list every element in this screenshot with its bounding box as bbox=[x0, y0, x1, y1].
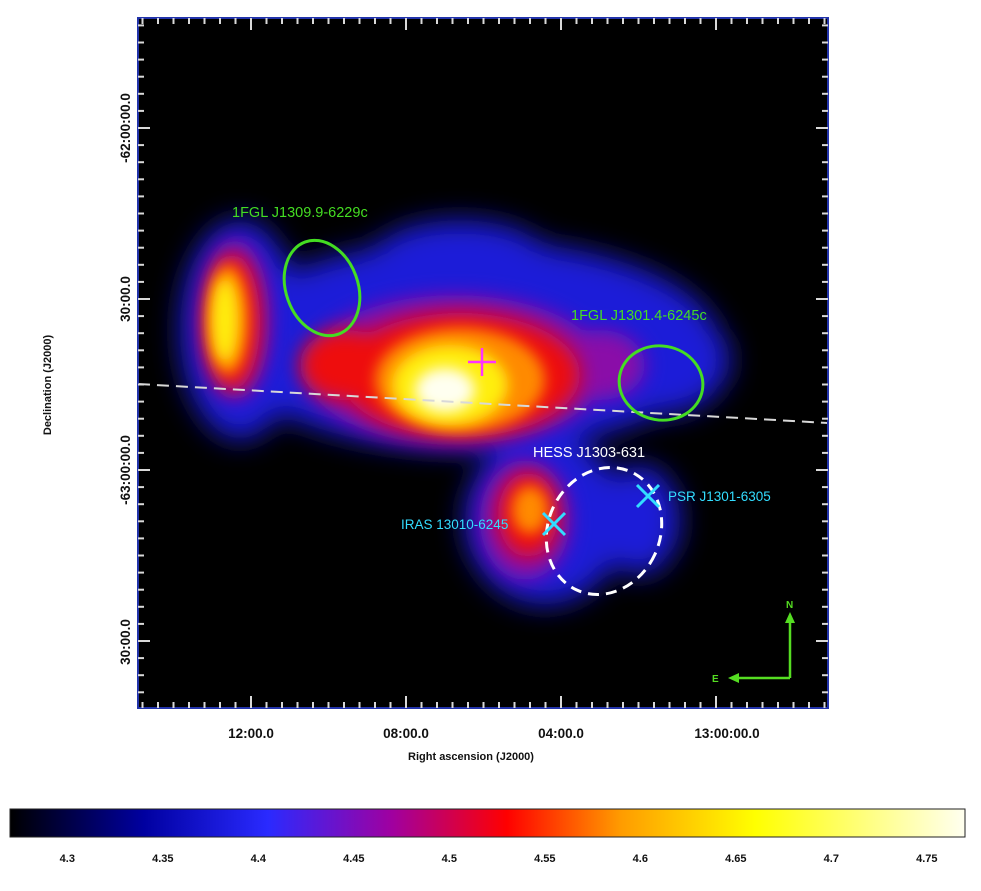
significance-map bbox=[138, 220, 828, 683]
iras-x-marker bbox=[541, 511, 567, 537]
compass bbox=[728, 612, 795, 683]
hess-ellipse bbox=[544, 466, 664, 596]
label-psr: PSR J1301-6305 bbox=[668, 489, 771, 504]
x-tick-label: 04:00.0 bbox=[538, 726, 584, 741]
map-panel: 1FGL J1309.9-6229c 1FGL J1301.4-6245c HE… bbox=[137, 17, 829, 709]
x-axis-label: Right ascension (J2000) bbox=[408, 751, 534, 763]
label-1fgl-j1301: 1FGL J1301.4-6245c bbox=[571, 308, 707, 324]
colorbar-tick-label: 4.45 bbox=[343, 853, 364, 865]
y-tick-labels: -62:00:00.0 30:00.0 -63:00:00.0 30:00.0 bbox=[118, 93, 133, 665]
label-1fgl-j1309: 1FGL J1309.9-6229c bbox=[232, 205, 368, 221]
x-tick-labels: 12:00.0 08:00.0 04:00.0 13:00:00.0 bbox=[228, 726, 760, 741]
y-tick-label: 30:00.0 bbox=[118, 276, 133, 322]
y-axis-label: Declination (J2000) bbox=[42, 335, 54, 436]
colorbar-tick-label: 4.4 bbox=[251, 853, 267, 865]
galactic-plane-line bbox=[138, 383, 828, 424]
fermi-ellipse-j1301 bbox=[617, 344, 705, 422]
y-tick-label: -62:00:00.0 bbox=[118, 93, 133, 163]
colorbar-tick-label: 4.7 bbox=[824, 853, 839, 865]
x-tick-label: 08:00.0 bbox=[383, 726, 429, 741]
fermi-ellipse-j1309 bbox=[282, 238, 362, 338]
label-hess: HESS J1303-631 bbox=[533, 445, 645, 461]
peak-core bbox=[415, 368, 475, 412]
label-iras: IRAS 13010-6245 bbox=[401, 517, 508, 532]
compass-e-label: E bbox=[712, 674, 719, 685]
y-tick-label: -63:00:00.0 bbox=[118, 435, 133, 505]
tick-marks bbox=[138, 18, 828, 708]
colorbar-tick-label: 4.55 bbox=[534, 853, 555, 865]
x-tick-label: 12:00.0 bbox=[228, 726, 274, 741]
centroid-cross-marker bbox=[468, 348, 496, 376]
colorbar-tick-label: 4.5 bbox=[442, 853, 457, 865]
colorbar-tick-labels: 4.3 4.35 4.4 4.45 4.5 4.55 4.6 4.65 4.7 4.75 bbox=[60, 853, 938, 865]
colorbar: 4.3 4.35 4.4 4.45 4.5 4.55 4.6 4.65 4.7 4.75 bbox=[9, 808, 966, 865]
colorbar-tick-label: 4.6 bbox=[633, 853, 648, 865]
colorbar-tick-label: 4.3 bbox=[60, 853, 75, 865]
colorbar-gradient bbox=[9, 808, 966, 838]
colorbar-tick-label: 4.75 bbox=[916, 853, 937, 865]
colorbar-tick-label: 4.35 bbox=[152, 853, 173, 865]
y-tick-label: 30:00.0 bbox=[118, 619, 133, 665]
compass-n-label: N bbox=[786, 600, 793, 611]
psr-x-marker bbox=[635, 483, 661, 509]
colorbar-tick-label: 4.65 bbox=[725, 853, 746, 865]
x-tick-label: 13:00:00.0 bbox=[694, 726, 759, 741]
